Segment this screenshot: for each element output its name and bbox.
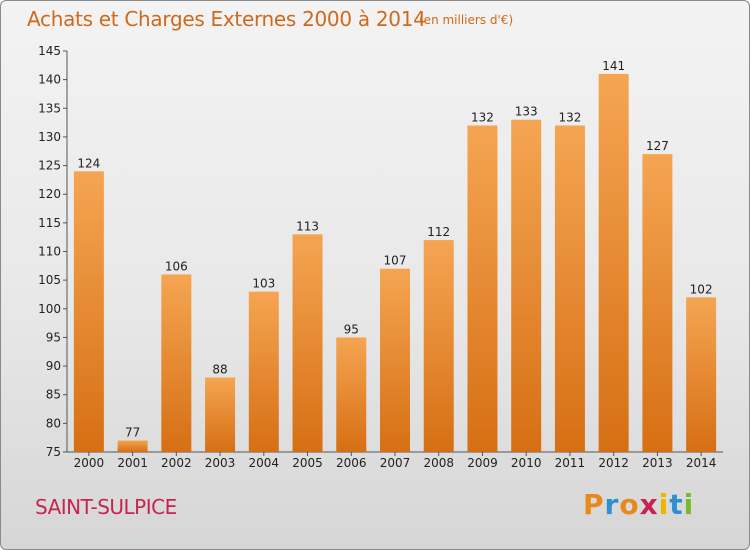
bar-2001 [117, 440, 148, 452]
labels-group: 124 2000 77 2001 106 2002 88 2003 103 2004 113 2005… [74, 59, 717, 470]
x-tick-label: 2011 [555, 456, 586, 470]
logo-letter: x [639, 488, 659, 521]
x-tick-label: 2002 [161, 456, 192, 470]
value-label: 127 [646, 139, 669, 153]
y-tick-label: 75 [46, 445, 61, 459]
logo-letter: i [658, 488, 670, 521]
x-tick-label: 2013 [642, 456, 673, 470]
x-tick-label: 2004 [249, 456, 280, 470]
value-label: 132 [471, 110, 494, 124]
bar-2005 [292, 234, 323, 452]
y-tick-label: 105 [38, 273, 61, 287]
value-label: 77 [125, 426, 140, 440]
bar-2000 [73, 171, 104, 453]
axes: 75 80 85 90 95 100 105 110 115 120 125 130 135 140 145 [38, 44, 723, 459]
bar-2009 [467, 125, 498, 452]
logo-letter: t [669, 488, 684, 521]
bar-2012 [598, 73, 629, 453]
bar-2006 [336, 337, 367, 452]
y-tick-label: 85 [46, 388, 61, 402]
x-tick-label: 2008 [423, 456, 454, 470]
chart-subtitle: (en milliers d'€) [419, 13, 514, 27]
y-tick-label: 135 [38, 101, 61, 115]
bar-2004 [248, 291, 279, 452]
chart-title: Achats et Charges Externes 2000 à 2014 [27, 7, 426, 31]
x-tick-label: 2010 [511, 456, 542, 470]
bar-2002 [161, 274, 192, 452]
y-tick-label: 115 [38, 216, 61, 230]
y-tick-label: 125 [38, 159, 61, 173]
bar-2003 [205, 377, 236, 452]
x-tick-label: 2000 [74, 456, 105, 470]
commune-name: SAINT-SULPICE [35, 495, 177, 519]
bars-group [73, 73, 717, 453]
bar-2010 [511, 119, 542, 452]
y-tick-label: 130 [38, 130, 61, 144]
value-label: 141 [602, 59, 625, 73]
value-label: 132 [558, 110, 581, 124]
proxiti-logo[interactable]: Proxiti [583, 488, 694, 521]
value-label: 88 [212, 363, 227, 377]
x-tick-label: 2009 [467, 456, 498, 470]
x-tick-label: 2003 [205, 456, 236, 470]
bar-2014 [686, 297, 717, 452]
value-label: 103 [252, 277, 275, 291]
bar-2013 [642, 154, 673, 452]
value-label: 95 [344, 322, 359, 336]
value-label: 112 [427, 225, 450, 239]
y-tick-label: 110 [38, 245, 61, 259]
logo-letter: P [583, 488, 605, 521]
x-tick-label: 2006 [336, 456, 367, 470]
y-tick-label: 140 [38, 73, 61, 87]
y-tick-label: 95 [46, 330, 61, 344]
y-tick-label: 80 [46, 416, 61, 430]
bar-2008 [423, 240, 454, 452]
y-tick-label: 145 [38, 44, 61, 58]
value-label: 107 [384, 254, 407, 268]
x-tick-label: 2014 [686, 456, 717, 470]
value-label: 113 [296, 219, 319, 233]
x-tick-label: 2012 [598, 456, 629, 470]
value-label: 106 [165, 259, 188, 273]
bar-2007 [380, 268, 410, 452]
y-tick-label: 100 [38, 302, 61, 316]
logo-letter: i [683, 488, 695, 521]
bar-2011 [554, 125, 585, 452]
value-label: 102 [690, 282, 713, 296]
logo-letter: o [619, 488, 640, 521]
y-tick-label: 120 [38, 187, 61, 201]
value-label: 133 [515, 105, 538, 119]
logo-letter: r [604, 488, 620, 521]
x-tick-label: 2005 [292, 456, 323, 470]
x-tick-label: 2007 [380, 456, 411, 470]
value-label: 124 [77, 156, 100, 170]
x-tick-label: 2001 [117, 456, 148, 470]
y-tick-label: 90 [46, 359, 61, 373]
